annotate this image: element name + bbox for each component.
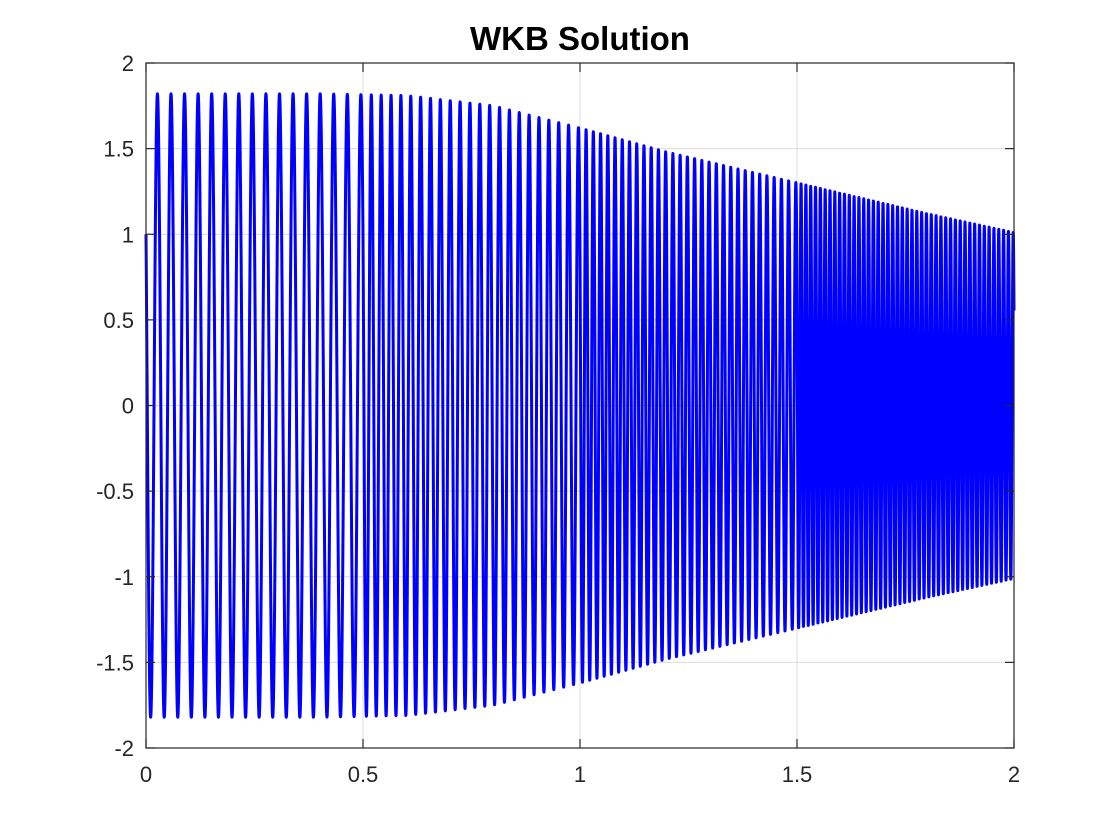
- y-tick-label: -1.5: [96, 650, 134, 675]
- y-tick-label: -0.5: [96, 479, 134, 504]
- x-tick-label: 0: [140, 762, 152, 787]
- x-tick-label: 2: [1008, 762, 1020, 787]
- series-layer: [144, 92, 1016, 719]
- axes-box: [145, 62, 1015, 749]
- series-line: [144, 92, 1016, 719]
- tick-labels: 0 0.5 1 1.5 2 -2 -1.5 -1 -0.5 0 0.5 1 1.5 2: [96, 51, 1020, 787]
- y-tick-label: 0.5: [103, 308, 134, 333]
- x-tick-label: 0.5: [348, 762, 379, 787]
- y-tick-label: 1: [122, 222, 134, 247]
- y-tick-label: -1: [114, 565, 134, 590]
- y-tick-label: 0: [122, 394, 134, 419]
- chart-title: WKB Solution: [470, 20, 690, 57]
- y-tick-label: -2: [114, 736, 134, 761]
- x-tick-label: 1.5: [782, 762, 813, 787]
- x-tick-label: 1: [574, 762, 586, 787]
- y-tick-label: 1.5: [103, 137, 134, 162]
- y-tick-label: 2: [122, 51, 134, 76]
